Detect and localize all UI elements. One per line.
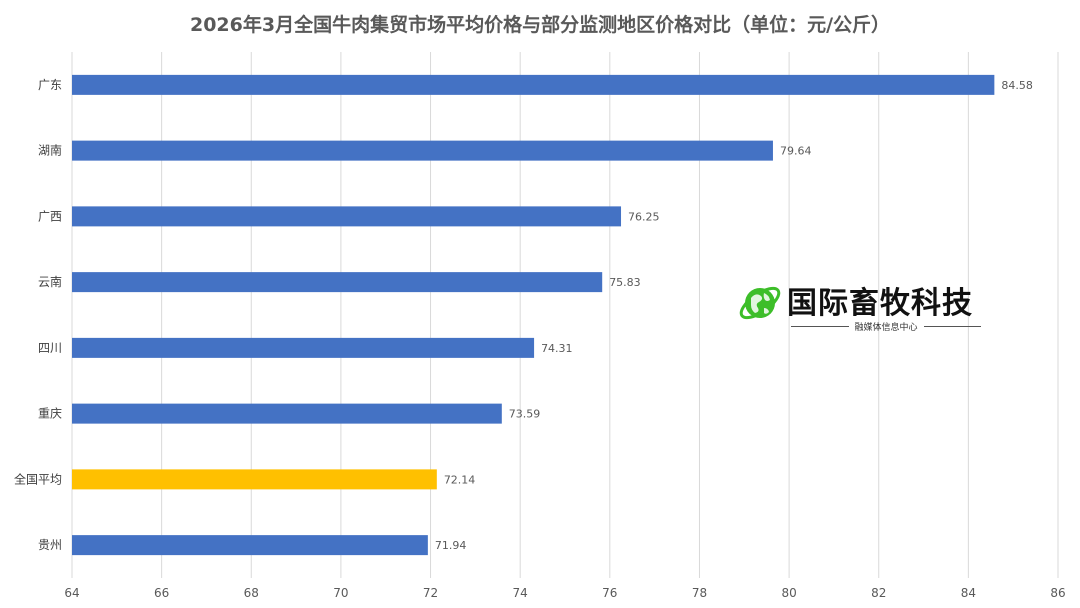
bars <box>72 74 995 556</box>
bar-4 <box>72 337 535 358</box>
bar-7 <box>72 535 428 556</box>
data-label: 71.94 <box>435 539 467 552</box>
data-label: 84.58 <box>1001 79 1033 92</box>
x-tick-label: 70 <box>333 586 348 600</box>
data-label: 73.59 <box>509 408 541 421</box>
x-tick-label: 82 <box>871 586 886 600</box>
data-label: 74.31 <box>541 342 573 355</box>
category-label: 湖南 <box>38 143 62 158</box>
chart-title: 2026年3月全国牛肉集贸市场平均价格与部分监测地区价格对比（单位：元/公斤） <box>189 14 891 36</box>
labels: 64 66 68 70 72 74 76 78 80 82 84 86 广东 84.58 湖南 79.64 广西… <box>14 78 1066 600</box>
data-label: 75.83 <box>609 276 641 289</box>
bar-1 <box>72 140 773 161</box>
x-tick-label: 68 <box>244 586 259 600</box>
category-label: 广东 <box>38 78 62 92</box>
watermark-name: 国际畜牧科技 <box>787 286 973 321</box>
grid-lines <box>71 52 1059 578</box>
divider <box>791 326 849 327</box>
watermark-subtitle-text: 融媒体信息中心 <box>854 323 918 333</box>
category-label: 广西 <box>38 209 62 223</box>
category-label: 全国平均 <box>14 471 62 486</box>
data-label: 79.64 <box>780 145 812 158</box>
x-tick-label: 80 <box>781 586 796 600</box>
category-label: 四川 <box>38 341 62 355</box>
x-tick-label: 86 <box>1050 586 1065 600</box>
category-label: 重庆 <box>38 407 62 421</box>
watermark-subtitle: 融媒体信息中心 <box>791 320 982 333</box>
divider <box>923 326 982 327</box>
bar-6 <box>72 469 437 490</box>
bar-2 <box>72 206 622 227</box>
globe-icon <box>739 286 781 320</box>
x-tick-label: 78 <box>692 586 707 600</box>
category-label: 贵州 <box>38 538 62 552</box>
bar-5 <box>72 403 502 424</box>
x-tick-label: 76 <box>602 586 617 600</box>
x-tick-label: 64 <box>64 586 79 600</box>
data-label: 76.25 <box>628 210 660 223</box>
data-label: 72.14 <box>444 473 476 486</box>
bar-0 <box>72 74 995 95</box>
x-tick-label: 66 <box>154 586 169 600</box>
bar-3 <box>72 272 603 293</box>
x-tick-label: 74 <box>513 586 528 600</box>
watermark-logo: 国际畜牧科技 融媒体信息中心 <box>735 276 1005 336</box>
x-tick-label: 84 <box>961 586 976 600</box>
category-label: 云南 <box>38 274 62 289</box>
x-tick-label: 72 <box>423 586 438 600</box>
